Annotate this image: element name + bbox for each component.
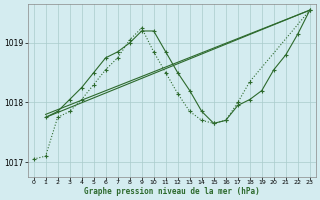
X-axis label: Graphe pression niveau de la mer (hPa): Graphe pression niveau de la mer (hPa) xyxy=(84,187,260,196)
